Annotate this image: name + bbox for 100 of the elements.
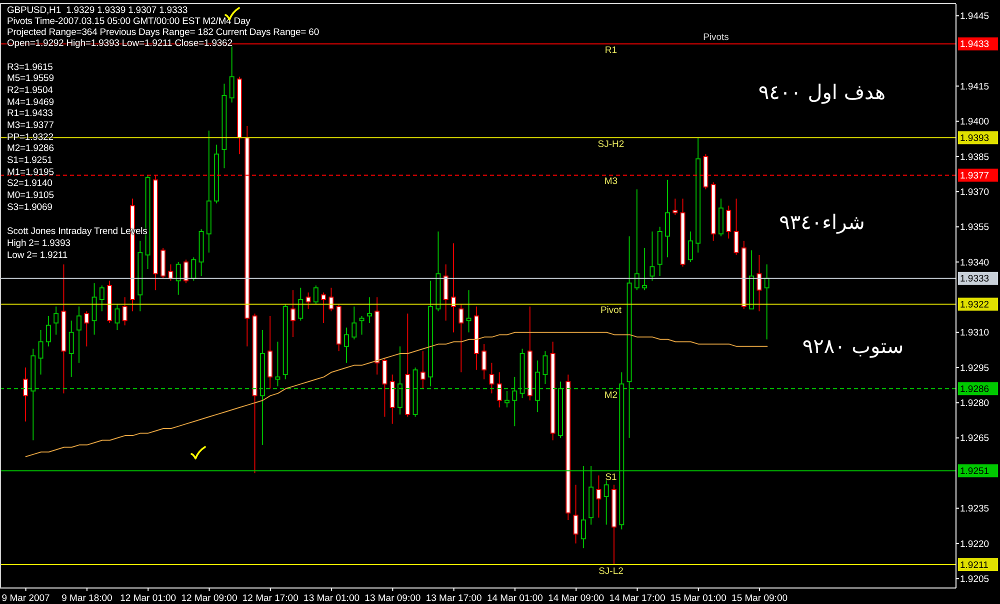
candlestick: [229, 46, 234, 104]
chart-title: GBPUSD,H1 1.9329 1.9339 1.9307 1.9333: [7, 4, 188, 17]
y-tick-label: 1.9355: [960, 222, 990, 234]
x-tick-label: 9 Mar 2007: [2, 593, 50, 604]
candlestick: [726, 205, 732, 240]
candlestick: [176, 261, 181, 296]
candlestick: [76, 306, 82, 364]
candlestick: [54, 306, 59, 336]
candlestick: [443, 264, 448, 322]
candlestick: [38, 330, 44, 376]
ref-line-label: 1.9211: [960, 560, 988, 571]
candlestick: [290, 290, 296, 338]
y-tick-label: 1.9310: [960, 328, 990, 339]
y-tick-label: 1.9445: [960, 11, 990, 22]
annotation: R3=1.9615: [7, 62, 53, 74]
candlestick: [84, 310, 90, 347]
annotation: High 2= 1.9393: [7, 238, 70, 250]
annotation: M4=1.9469: [7, 96, 54, 109]
text: ستوب ٩٢٨٠: [802, 334, 904, 358]
annotation: M3=1.9377: [7, 120, 54, 132]
x-tick-label: 13 Mar 01:00: [304, 593, 360, 604]
candlestick: [298, 287, 304, 322]
y-tick-label: 1.9340: [960, 257, 990, 268]
candlestick: [458, 304, 464, 373]
x-tick-label: 12 Mar 09:00: [181, 593, 238, 604]
candlestick: [382, 358, 388, 418]
candlestick: [68, 320, 74, 378]
ref-line-label: 1.9393: [960, 133, 990, 144]
annotation: Pivots: [703, 32, 729, 44]
annotation: S3=1.9069: [7, 202, 52, 214]
ref-line-label: 1.9251: [960, 466, 990, 478]
y-tick-label: 1.9205: [960, 574, 990, 585]
annotation: Pivot: [600, 304, 622, 316]
x-tick-label: 14 Mar 17:00: [609, 593, 666, 604]
line-series: [25, 332, 768, 458]
annotation: Pivots Time-2007.03.15 05:00 GMT/00:00 EST M2/M4 Day: [7, 16, 250, 28]
ref-line-label: 1.9286: [960, 384, 990, 395]
ref-line-label: 1.9433: [960, 39, 990, 50]
ref-line-label: 1.9322: [960, 300, 990, 311]
candlestick: [275, 341, 280, 387]
annotation: R1: [604, 44, 618, 56]
candlestick: [496, 372, 502, 408]
candlestick: [642, 247, 648, 291]
annotation: Low 2= 1.9211: [7, 250, 68, 262]
annotation: S1=1.9251: [7, 154, 52, 167]
candlestick: [420, 350, 426, 390]
x-tick-label: 13 Mar 17:00: [426, 593, 482, 604]
y-tick-label: 1.9235: [960, 504, 990, 515]
candlestick: [359, 315, 364, 336]
annotation: SJ-H2: [598, 138, 624, 150]
y-tick-label: 1.9280: [960, 398, 990, 410]
y-tick-label: 1.9385: [960, 152, 990, 163]
annotation: M2: [604, 389, 618, 401]
candlestick: [482, 344, 487, 380]
candlestick: [114, 304, 120, 331]
annotation: R1=1.9433: [7, 108, 53, 120]
candlestick: [344, 327, 349, 364]
candlestick: [489, 362, 494, 394]
candlestick: [650, 231, 655, 282]
candlestick: [764, 264, 770, 340]
candlestick: [23, 367, 28, 422]
candlestick: [596, 474, 602, 518]
candlestick: [352, 306, 357, 340]
annotation: M5=1.9559: [7, 73, 54, 86]
annotation: R2=1.9504: [7, 85, 53, 97]
x-tick-label: 15 Mar 01:00: [670, 593, 726, 604]
annotation: M3: [604, 176, 618, 188]
candlestick: [604, 480, 609, 526]
x-tick-label: 14 Mar 09:00: [548, 593, 604, 604]
x-tick-label: 12 Mar 01:00: [120, 593, 176, 604]
y-tick-label: 1.9265: [960, 433, 990, 444]
candlestick: [634, 188, 640, 291]
candlestick: [672, 198, 678, 216]
candlestick: [92, 282, 97, 336]
candlestick: [688, 231, 693, 262]
candlestick: [573, 484, 578, 544]
y-tick-label: 1.9370: [960, 186, 990, 198]
x-tick-label: 9 Mar 18:00: [62, 593, 112, 604]
text: شراء٩٣٤٠: [779, 210, 865, 234]
y-tick-label: 1.9220: [960, 538, 990, 550]
annotation: M2=1.9286: [7, 143, 54, 156]
annotation: M1=1.9195: [7, 166, 54, 179]
x-tick-label: 12 Mar 17:00: [242, 593, 298, 604]
ref-line-label: 1.9333: [960, 274, 990, 285]
candlestick: [99, 284, 104, 312]
x-tick-label: 13 Mar 09:00: [364, 593, 421, 604]
candlestick: [466, 290, 472, 333]
candlestick: [451, 242, 456, 333]
x-tick-label: 14 Mar 01:00: [486, 593, 543, 604]
candlestick: [665, 179, 670, 258]
annotation: Projected Range=364 Previous Days Range= 182 Current Days Range= 60: [7, 26, 320, 39]
annotation: SJ-L2: [598, 565, 624, 577]
candlestick: [734, 198, 739, 256]
candlestick: [756, 254, 762, 312]
ref-line-label: 1.9377: [960, 170, 990, 182]
annotation: M0=1.9105: [7, 190, 54, 202]
y-tick-label: 1.9295: [960, 362, 990, 374]
candlestick: [321, 292, 326, 324]
annotation: هدف اول ٩٤٠٠: [758, 80, 886, 104]
candlestick: [542, 350, 548, 384]
